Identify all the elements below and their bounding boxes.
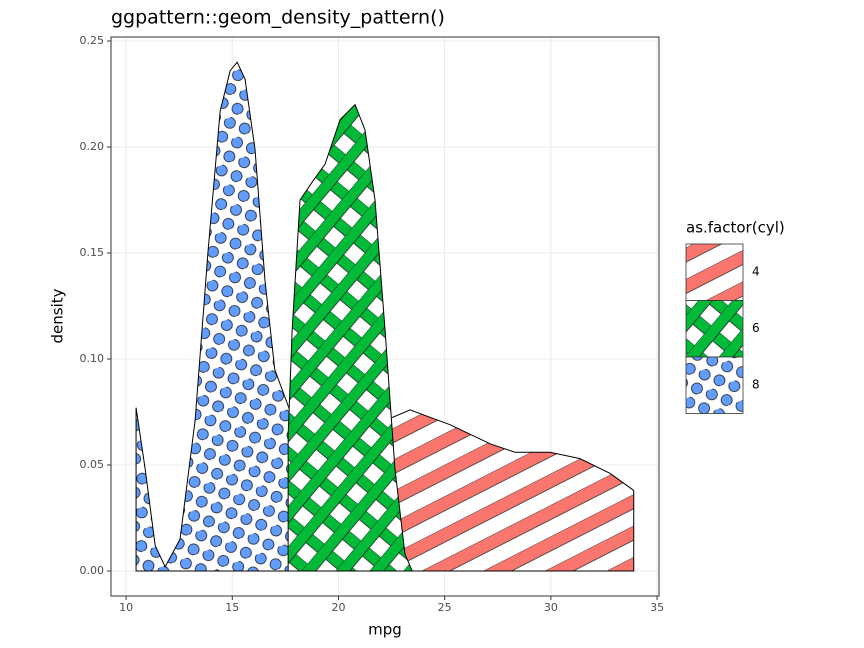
- y-tick-label: 0.05: [80, 458, 105, 471]
- x-tick-label: 15: [225, 601, 239, 614]
- y-tick-label: 0.10: [80, 352, 105, 365]
- x-tick-label: 35: [650, 601, 664, 614]
- x-tick-label: 10: [119, 601, 133, 614]
- legend-label: 6: [752, 321, 760, 335]
- x-tick-label: 25: [438, 601, 452, 614]
- panel-border: [110, 36, 660, 597]
- legend-label: 4: [752, 265, 760, 279]
- x-tick-label: 20: [331, 601, 345, 614]
- legend-key: [685, 356, 744, 414]
- y-tick-label: 0.20: [80, 140, 105, 153]
- y-tick-label: 0.00: [80, 564, 105, 577]
- y-tick-label: 0.25: [80, 34, 105, 47]
- legend-key: [685, 243, 744, 301]
- chart-title: ggpattern::geom_density_pattern(): [111, 7, 445, 29]
- y-tick-label: 0.15: [80, 246, 105, 259]
- legend-key: [685, 300, 744, 358]
- legend-label: 8: [752, 378, 760, 392]
- density-area: [287, 103, 413, 572]
- x-axis-title: mpg: [368, 621, 402, 639]
- x-tick-label: 30: [544, 601, 558, 614]
- y-axis-title: density: [49, 288, 67, 343]
- legend-title: as.factor(cyl): [686, 219, 785, 237]
